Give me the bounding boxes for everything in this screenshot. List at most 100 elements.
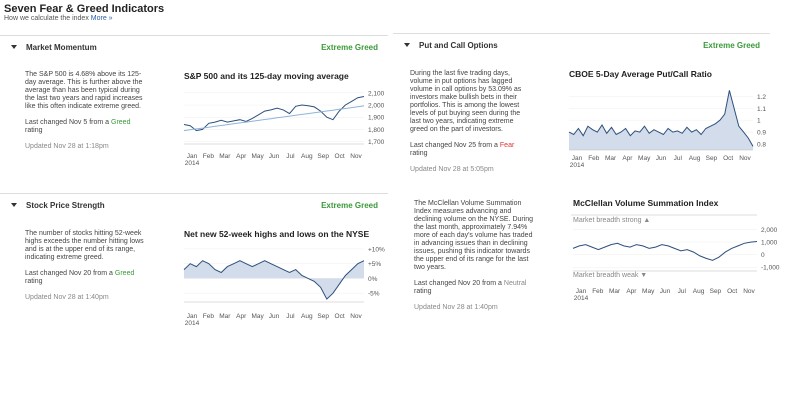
band-label: Market breadth strong ▲ [573,217,650,224]
y-tick-label: 1,800 [368,127,385,134]
updated: Updated Nov 28 at 1:18pm [25,143,109,150]
chart: S&P 500 and its 125-day moving average 2,… [183,71,385,167]
chart: McClellan Volume Summation Index Market b… [571,198,780,302]
prior-rating: Greed [114,270,135,277]
x-tick-label: Jun [660,288,671,295]
chart: Net new 52-week highs and lows on the NY… [183,229,385,327]
area [569,90,753,150]
x-tick-label: Mar [605,155,617,162]
panel-text: The McClellan Volume Summation Index mea… [414,200,536,320]
y-tick-label: 0% [368,276,378,283]
x-tick-label: Nov [350,153,362,160]
x-tick-label: May [251,153,264,160]
x-tick-label: Jul [286,313,295,320]
last-changed: Last changed Nov 20 from a Neutral ratin… [414,280,536,296]
rating: Extreme Greed [321,43,378,52]
chart: CBOE 5-Day Average Put/Call Ratio 1.2 1.1 1… [568,69,766,169]
x-tick-label: Jan [187,313,198,320]
x-tick-label: Aug [693,288,705,295]
description: The McClellan Volume Summation Index mea… [414,200,534,271]
x-tick-label: Nov [739,155,751,162]
collapse-icon [11,45,17,49]
area [184,260,364,300]
description: The number of stocks hitting 52-week hig… [25,230,144,261]
panel-title: Stock Price Strength [26,201,105,210]
y-tick-label: -1,000 [761,265,780,272]
more-link[interactable]: More » [90,15,113,22]
x-tick-label: Apr [626,288,637,295]
text: Last changed Nov 5 from a [25,119,110,126]
x-tick-label: Mar [219,153,231,160]
subtitle: How we calculate the index More » [4,15,113,22]
band-label: Market breadth weak ▼ [573,272,647,279]
x-tick-label: Oct [335,313,345,320]
collapse-icon [404,43,410,47]
x-tick-label: Aug [689,155,701,162]
x-tick-label: Jan [572,155,583,162]
last-changed: Last changed Nov 20 from a Greed rating [25,270,147,286]
x-tick-label: Sep [317,313,329,320]
x-tick-label: Apr [622,155,633,162]
panel-header[interactable]: Market Momentum Extreme Greed [0,35,388,58]
text: rating [414,288,432,295]
y-tick-label: 0 [761,252,765,259]
x-year-label: 2014 [570,162,585,169]
x-tick-label: Jan [187,153,198,160]
panel-text: During the last five trading days, volum… [410,70,532,182]
x-tick-label: Feb [588,155,600,162]
prior-rating: Neutral [503,280,527,287]
updated: Updated Nov 28 at 5:05pm [410,166,494,173]
description: During the last five trading days, volum… [410,70,522,133]
y-tick-label: 1,900 [368,115,385,122]
y-tick-label: 1.1 [757,106,766,113]
y-tick-label: +5% [368,261,381,268]
y-tick-label: +10% [368,246,385,253]
x-tick-label: May [638,155,651,162]
x-tick-label: Aug [301,313,313,320]
text: Last changed Nov 20 from a [414,280,502,287]
y-tick-label: 2,100 [368,90,385,97]
collapse-icon [11,203,17,207]
x-tick-label: Sep [706,155,718,162]
line [183,260,365,300]
x-year-label: 2014 [574,295,589,302]
panel-header[interactable]: Put and Call Options Extreme Greed [393,33,770,56]
subtitle-text: How we calculate the index [4,15,89,22]
x-tick-label: Nov [743,288,755,295]
x-tick-label: Jul [674,155,683,162]
x-tick-label: Apr [236,153,247,160]
panel-title: Market Momentum [26,43,97,52]
prior-rating: Greed [111,119,131,126]
y-tick-label: 1,000 [761,240,778,247]
x-tick-label: Jun [269,153,280,160]
x-tick-label: Feb [203,313,215,320]
prior-rating: Fear [499,142,515,149]
x-tick-label: Jun [269,313,280,320]
chart-title: S&P 500 and its 125-day moving average [184,71,349,81]
panel-header[interactable]: Stock Price Strength Extreme Greed [0,193,388,216]
x-tick-label: May [251,313,264,320]
x-tick-label: Jul [286,153,295,160]
last-changed: Last changed Nov 25 from a Fear rating [410,142,532,158]
panel-text: The number of stocks hitting 52-week hig… [25,230,147,310]
x-tick-label: Jun [656,155,667,162]
x-tick-label: May [642,288,655,295]
y-tick-label: 2,000 [761,227,778,234]
line [183,105,365,132]
x-tick-label: Jul [678,288,687,295]
x-tick-label: Mar [219,313,231,320]
x-year-label: 2014 [185,320,200,327]
panel-text: The S&P 500 is 4.68% above its 125-day a… [25,71,147,159]
x-year-label: 2014 [185,160,200,167]
panel-title: Put and Call Options [419,41,498,50]
x-tick-label: Oct [727,288,737,295]
text: Last changed Nov 25 from a [410,142,498,149]
y-tick-label: 2,000 [368,103,385,110]
x-tick-label: Apr [236,313,247,320]
text: rating [25,127,43,134]
x-tick-label: Oct [723,155,733,162]
x-tick-label: Feb [592,288,604,295]
rating: Extreme Greed [321,201,378,210]
x-tick-label: Nov [350,313,362,320]
